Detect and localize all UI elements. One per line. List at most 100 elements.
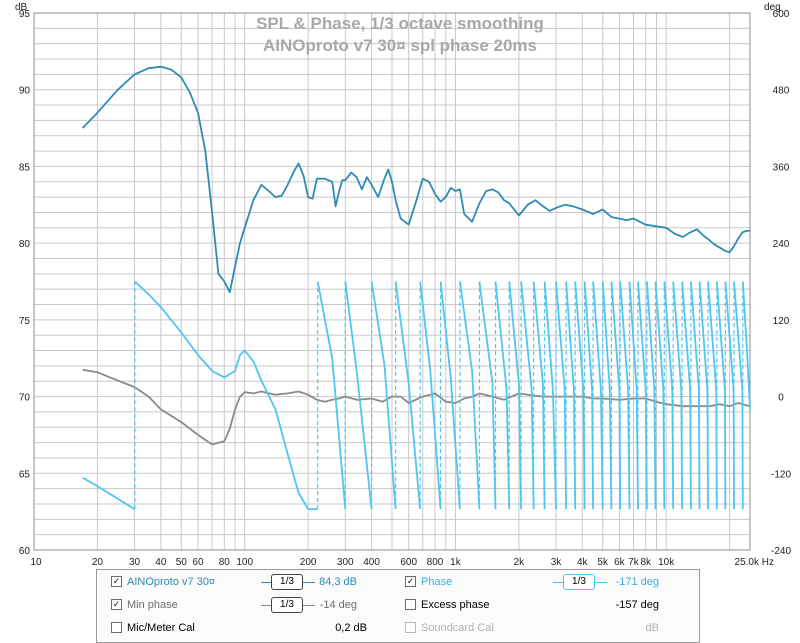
legend-row-calibration: Mic/Meter Cal 0,2 dB Soundcard Cal dB — [97, 618, 699, 638]
phase-curve — [370, 281, 397, 510]
y-left-tick-label: 65 — [19, 469, 31, 480]
phase-curve — [532, 281, 546, 510]
x-tick-label: 40 — [155, 557, 167, 565]
y-left-tick-label: 95 — [19, 9, 31, 20]
x-tick-label: 3k — [551, 557, 563, 565]
excess-phase-value: -157 deg — [615, 599, 659, 611]
phase-curve — [741, 281, 751, 410]
spl-curve-group — [81, 65, 750, 294]
phase-curve — [681, 281, 692, 510]
x-tick-label: 1k — [450, 557, 462, 565]
phase-curve — [494, 281, 511, 510]
excess-phase-checkbox[interactable] — [405, 599, 416, 610]
spl-phase-chart: SPL & Phase, 1/3 octave smoothing AINOpr… — [15, 2, 792, 565]
y-left-tick-label: 90 — [19, 86, 31, 97]
right-axis-unit: deg — [764, 2, 781, 13]
y-right-tick-label: 600 — [773, 9, 790, 20]
x-tick-label: 20 — [92, 557, 104, 565]
plot-frame — [33, 12, 751, 551]
x-tick-label: 100 — [236, 557, 253, 565]
phase-curve — [394, 281, 421, 510]
mic-meter-cal-label: Mic/Meter Cal — [127, 622, 195, 634]
spl-checkbox[interactable]: ✓ — [111, 576, 122, 587]
x-tick-label: 200 — [300, 557, 317, 565]
min-phase-value: -14 deg — [319, 599, 357, 611]
y-right-tick-label: 360 — [773, 162, 790, 173]
soundcard-cal-label: Soundcard Cal — [421, 622, 494, 634]
x-tick-label: 50 — [176, 557, 188, 565]
y-right-tick-label: -240 — [771, 546, 791, 557]
axis-ticks: 10 20 30 40 50 60 80 100 200 300 400 600 800 1k 2k 3k 4k… — [19, 9, 792, 565]
x-tick-label: 30 — [129, 557, 141, 565]
phase-curve — [419, 281, 442, 510]
phase-curve — [520, 281, 535, 510]
phase-curve — [583, 281, 594, 510]
x-tick-label: 8k — [640, 557, 652, 565]
phase-smoothing-selector[interactable]: 1/3 — [563, 574, 595, 590]
x-tick-label: 5k — [597, 557, 609, 565]
chart-subtitle: AINOproto v7 30¤ spl phase 20ms — [263, 36, 537, 55]
spl-smoothing-selector[interactable]: 1/3 — [271, 574, 303, 590]
phase-curve — [82, 477, 135, 510]
phase-curve — [672, 281, 683, 510]
phase-curve — [574, 281, 586, 510]
phase-checkbox[interactable]: ✓ — [405, 576, 416, 587]
min-phase-legend-label: Min phase — [127, 599, 178, 611]
y-left-tick-label: 80 — [19, 239, 31, 250]
legend-row-min-phase: ✓ Min phase 1/3 -14 deg Excess phase -15… — [97, 595, 699, 615]
phase-curve — [715, 281, 727, 510]
phase-curve — [344, 281, 373, 510]
phase-legend-label: Phase — [421, 576, 453, 588]
phase-curve — [707, 281, 718, 510]
phase-curve — [654, 281, 666, 510]
phase-curve — [459, 281, 481, 510]
left-axis-unit: dB — [15, 2, 28, 13]
phase-curve — [637, 281, 648, 510]
spl-curve — [81, 65, 750, 294]
min-phase-curve — [82, 368, 751, 446]
phase-curve — [565, 281, 577, 510]
x-tick-label: 6k — [614, 557, 626, 565]
x-tick-label: 300 — [337, 557, 354, 565]
y-right-tick-label: 480 — [773, 86, 790, 97]
soundcard-cal-value: dB — [645, 622, 659, 634]
phase-curve — [543, 281, 557, 510]
chart-title: SPL & Phase, 1/3 octave smoothing — [256, 14, 544, 33]
y-right-tick-label: 0 — [778, 393, 784, 404]
x-tick-label: 25,0k Hz — [735, 557, 774, 565]
min-phase-checkbox[interactable]: ✓ — [111, 599, 122, 610]
chart-series — [81, 65, 751, 511]
excess-phase-legend-label: Excess phase — [421, 599, 490, 611]
x-tick-label: 80 — [219, 557, 231, 565]
x-tick-label: 10k — [658, 557, 675, 565]
phase-curve — [478, 281, 497, 510]
legend-row-spl: ✓ AINOproto v7 30¤ 1/3 84,3 dB ✓ Phase 1… — [97, 572, 699, 592]
spl-value: 84,3 dB — [319, 576, 357, 588]
x-tick-label: 60 — [192, 557, 204, 565]
x-tick-label: 400 — [363, 557, 380, 565]
y-right-tick-label: 240 — [773, 239, 790, 250]
phase-curve — [733, 281, 744, 510]
x-tick-label: 800 — [427, 557, 444, 565]
x-tick-label: 7k — [628, 557, 640, 565]
y-right-tick-label: -120 — [771, 469, 791, 480]
soundcard-cal-checkbox[interactable] — [405, 622, 416, 633]
phase-curve — [439, 281, 461, 510]
x-tick-label: 10 — [30, 557, 42, 565]
legend-panel: ✓ AINOproto v7 30¤ 1/3 84,3 dB ✓ Phase 1… — [96, 569, 700, 643]
phase-curve — [698, 281, 709, 510]
phase-curve — [555, 281, 567, 510]
min-phase-curve-group — [82, 368, 751, 446]
y-left-tick-label: 60 — [19, 546, 31, 557]
phase-curve-group — [82, 280, 751, 511]
x-tick-label: 2k — [514, 557, 526, 565]
phase-curve — [690, 281, 701, 510]
phase-curve — [610, 281, 622, 510]
min-phase-smoothing-selector[interactable]: 1/3 — [271, 597, 303, 613]
phase-curve — [663, 281, 675, 510]
mic-meter-cal-checkbox[interactable] — [111, 622, 122, 633]
phase-curve — [628, 281, 639, 510]
y-left-tick-label: 70 — [19, 393, 31, 404]
y-left-tick-label: 75 — [19, 316, 31, 327]
phase-curve — [646, 281, 657, 510]
